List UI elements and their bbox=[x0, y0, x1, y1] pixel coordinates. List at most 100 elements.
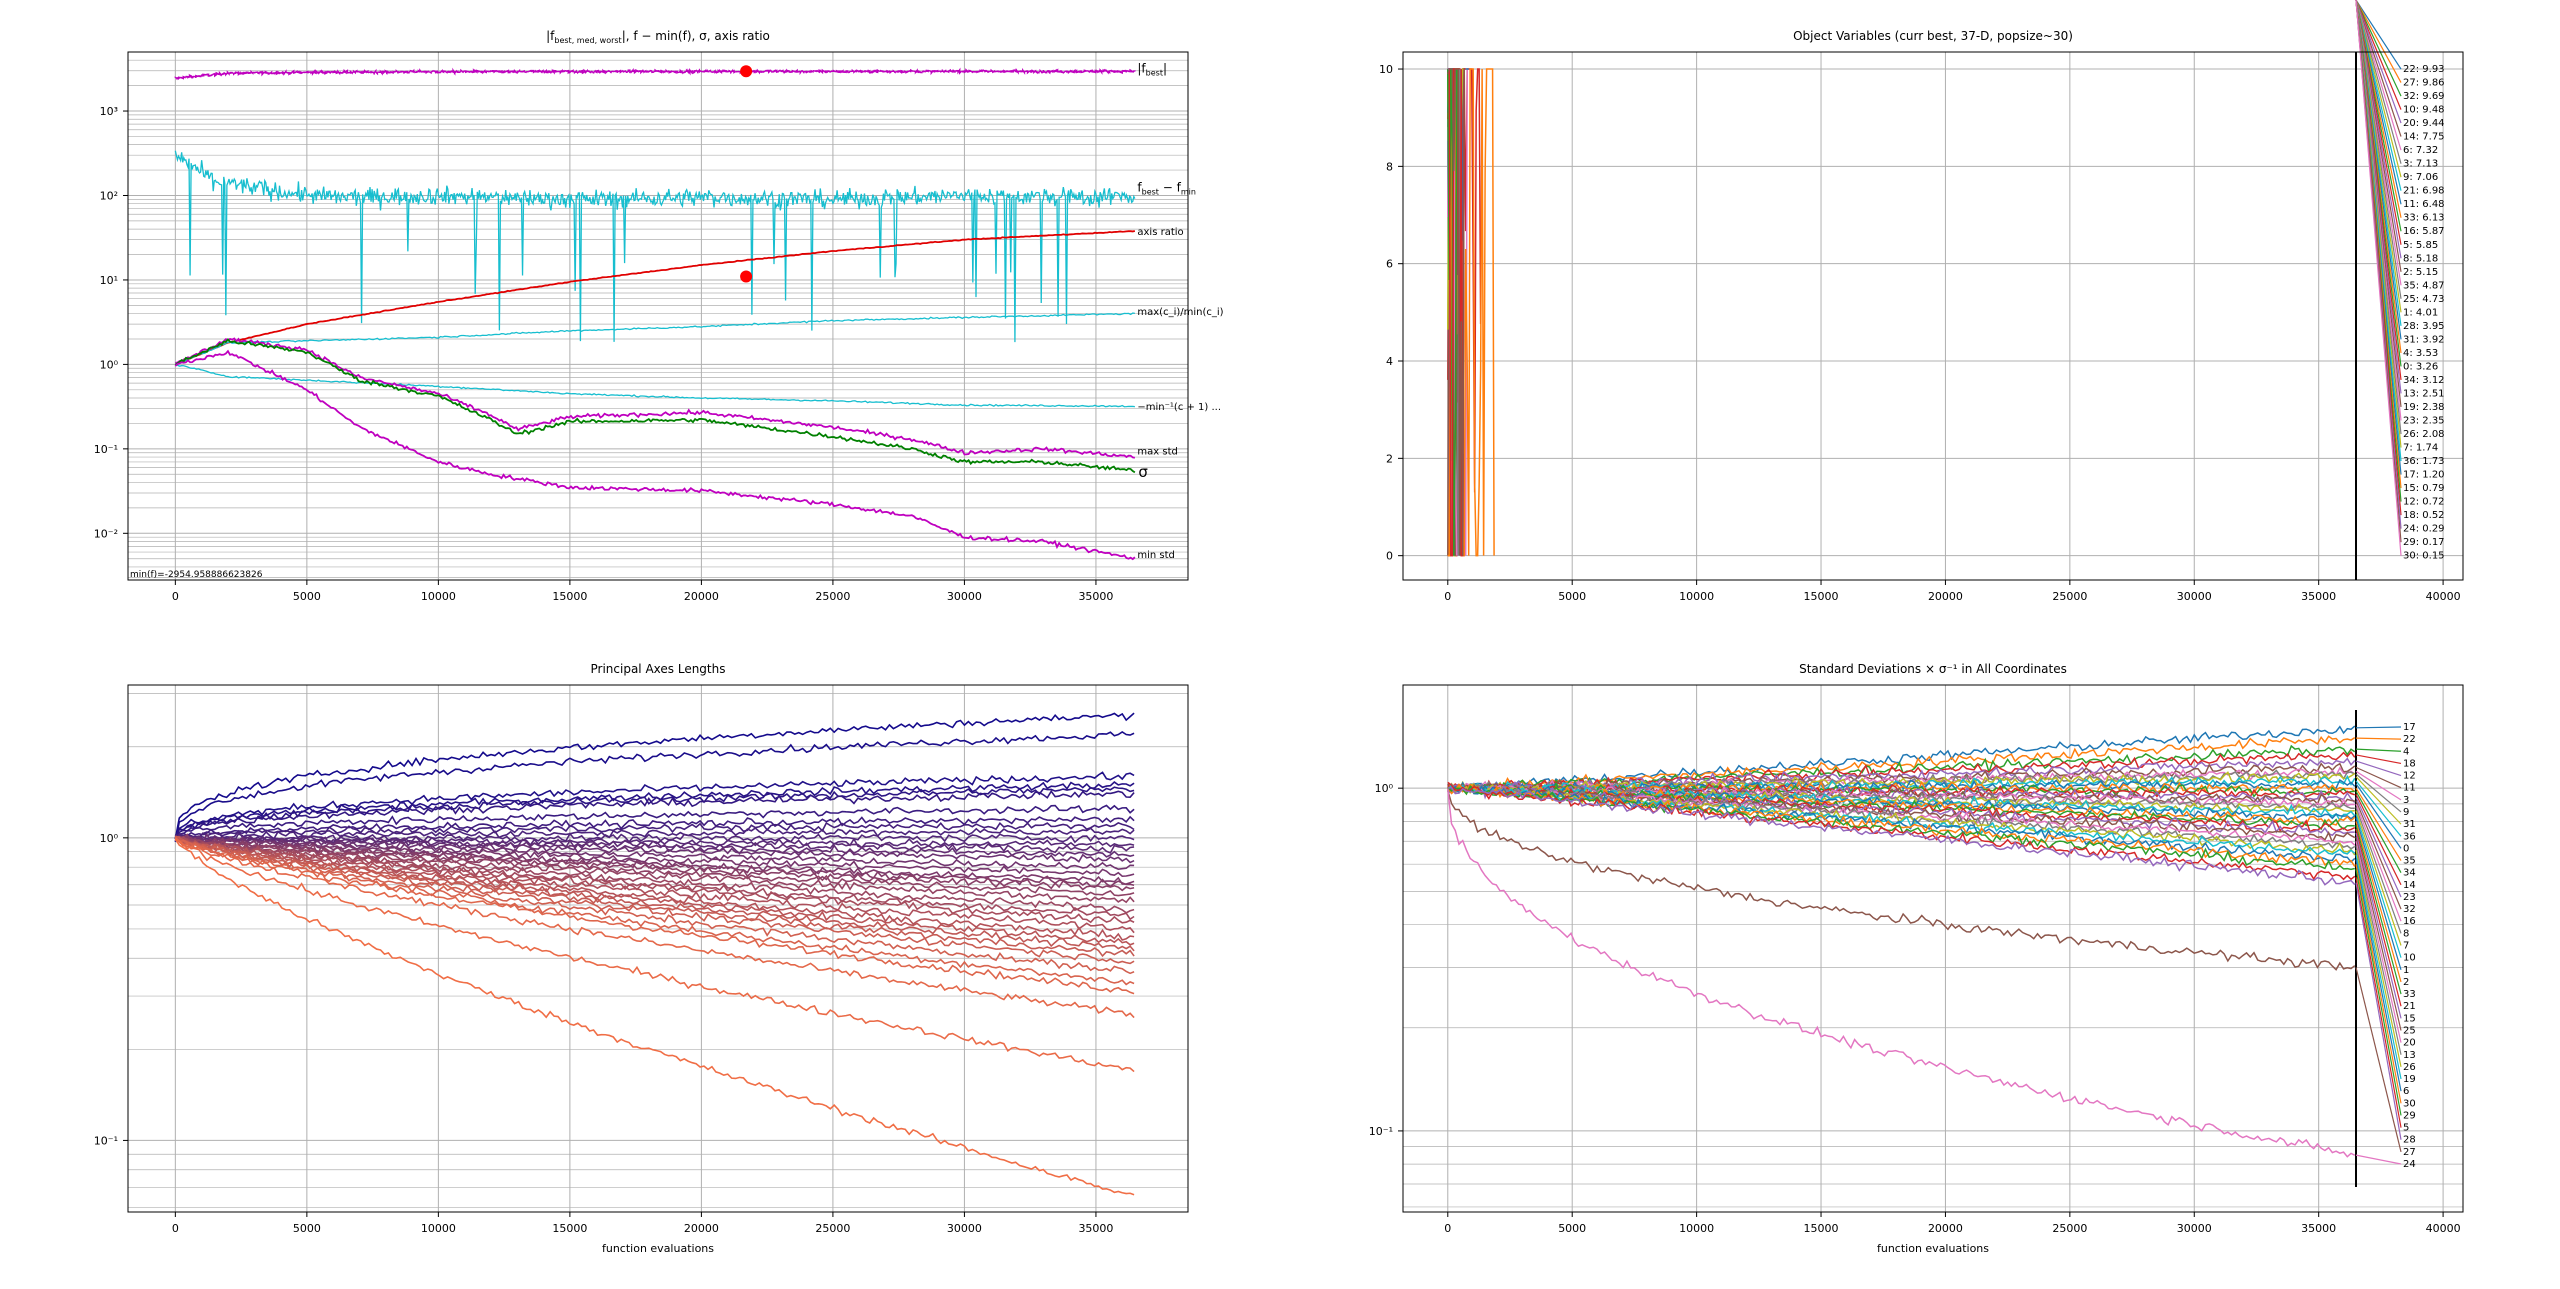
min-f-note: min(f)=-2954.958886623826 bbox=[130, 570, 263, 580]
x-tick-label: 20000 bbox=[1928, 1222, 1963, 1235]
label-connector bbox=[2355, 0, 2402, 70]
final-value-label: 19: 2.38 bbox=[2403, 402, 2445, 413]
label-connector bbox=[2355, 754, 2402, 765]
label-connector bbox=[2355, 877, 2402, 1128]
label-connector bbox=[2355, 0, 2402, 97]
x-tick-label: 5000 bbox=[1558, 590, 1586, 603]
y-tick-label: 10¹ bbox=[100, 274, 118, 287]
final-index-label: 21 bbox=[2403, 1001, 2416, 1012]
series-line-3 bbox=[1447, 750, 2356, 792]
final-index-label: 25 bbox=[2403, 1025, 2416, 1036]
lbl: |f bbox=[1137, 61, 1146, 75]
x-tick-label: 30000 bbox=[947, 590, 982, 603]
series-line-35 bbox=[1447, 68, 1465, 556]
x-tick-label: 35000 bbox=[1078, 1222, 1113, 1235]
x-tick-label: 25000 bbox=[2052, 590, 2087, 603]
label-connector bbox=[2355, 0, 2402, 124]
final-value-label: 31: 3.92 bbox=[2403, 334, 2445, 345]
x-tick-label: 30000 bbox=[947, 1222, 982, 1235]
final-index-label: 17 bbox=[2403, 722, 2416, 733]
label-connector bbox=[2355, 0, 2402, 137]
x-tick-label: 10000 bbox=[1679, 1222, 1714, 1235]
label-f-best: |fbest| bbox=[1137, 61, 1167, 77]
grid bbox=[1403, 52, 2463, 580]
series-line-36 bbox=[174, 838, 1135, 1196]
final-index-label: 35 bbox=[2403, 856, 2416, 867]
final-value-label: 15: 0.79 bbox=[2403, 483, 2445, 494]
label-connector bbox=[2355, 773, 2402, 813]
series-line-12 bbox=[175, 835, 1135, 854]
final-value-label: 8: 5.18 bbox=[2403, 253, 2438, 264]
series-group bbox=[174, 712, 1135, 1196]
final-index-label: 4 bbox=[2403, 746, 2409, 757]
final-index-label: 2 bbox=[2403, 977, 2409, 988]
final-value-label: 23: 2.35 bbox=[2403, 415, 2445, 426]
final-value-label: 34: 3.12 bbox=[2403, 375, 2445, 386]
label-connector bbox=[2355, 807, 2402, 934]
label-connector bbox=[2355, 790, 2402, 873]
series-line-30 bbox=[175, 839, 1135, 965]
final-index-label: 3 bbox=[2403, 795, 2409, 806]
label-sigma: σ bbox=[1138, 463, 1148, 481]
final-index-label: 19 bbox=[2403, 1074, 2416, 1085]
label-connector bbox=[2355, 882, 2402, 1140]
y-tick-label: 10² bbox=[100, 189, 118, 202]
final-value-label: 33: 6.13 bbox=[2403, 213, 2445, 224]
label-connector bbox=[2355, 836, 2402, 1031]
label-connector bbox=[2355, 766, 2402, 789]
final-value-label: 22: 9.93 bbox=[2403, 64, 2445, 75]
y-tick-label: 10 bbox=[1379, 63, 1393, 76]
series-group bbox=[1447, 68, 1495, 557]
final-index-label: 12 bbox=[2403, 771, 2416, 782]
final-value-label: 17: 1.20 bbox=[2403, 470, 2445, 481]
x-axis-label: function evaluations bbox=[602, 1242, 714, 1255]
y-tick-label: 2 bbox=[1386, 452, 1393, 465]
label-connector bbox=[2355, 967, 2402, 1153]
label-connector bbox=[2355, 748, 2402, 752]
final-index-label: 11 bbox=[2403, 783, 2416, 794]
final-value-label: 29: 0.17 bbox=[2403, 537, 2445, 548]
final-value-label: 2: 5.15 bbox=[2403, 267, 2438, 278]
series-line-3 bbox=[175, 312, 1135, 365]
title-sub: best, med, worst bbox=[554, 36, 621, 45]
final-index-label: 6 bbox=[2403, 1086, 2409, 1097]
final-value-label: 12: 0.72 bbox=[2403, 497, 2445, 508]
series-line-1 bbox=[174, 150, 1136, 343]
axes-frame bbox=[127, 51, 1189, 581]
series-line-f-best bbox=[174, 67, 1136, 81]
label-connector bbox=[2355, 776, 2402, 825]
label-connector bbox=[2355, 780, 2402, 837]
y-tick-label: 10⁻² bbox=[94, 527, 118, 540]
chart-title: Principal Axes Lengths bbox=[591, 662, 726, 676]
final-index-label: 7 bbox=[2403, 941, 2409, 952]
series-line-1 bbox=[1447, 735, 2356, 791]
final-value-label: 26: 2.08 bbox=[2403, 429, 2445, 440]
final-index-label: 34 bbox=[2403, 868, 2416, 879]
y-tick-label: 10⁻¹ bbox=[94, 443, 118, 456]
label-connector bbox=[2355, 797, 2402, 898]
final-value-label: 3: 7.13 bbox=[2403, 159, 2438, 170]
final-value-label: 7: 1.74 bbox=[2403, 443, 2438, 454]
x-tick-label: 15000 bbox=[552, 590, 587, 603]
x-tick-label: 5000 bbox=[293, 1222, 321, 1235]
label-connector bbox=[2355, 793, 2402, 886]
x-tick-label: 5000 bbox=[293, 590, 321, 603]
series-line-6 bbox=[174, 338, 1136, 474]
series-line-34 bbox=[174, 838, 1135, 1019]
x-tick-label: 35000 bbox=[2301, 590, 2336, 603]
label-connector bbox=[2355, 787, 2402, 861]
final-value-label: 16: 5.87 bbox=[2403, 226, 2445, 237]
final-index-label: 8 bbox=[2403, 928, 2409, 939]
series-line-4 bbox=[174, 786, 1135, 837]
label-connector bbox=[2355, 737, 2402, 740]
final-index-label: 0 bbox=[2403, 843, 2409, 854]
series-line-0 bbox=[174, 712, 1135, 840]
label-connector bbox=[2355, 726, 2402, 729]
panel-1: 0 5000 10000 15000 20000 25000 30000 35000 10⁻² 1… bbox=[94, 29, 1224, 603]
final-index-label: 31 bbox=[2403, 819, 2416, 830]
x-tick-label: 30000 bbox=[2177, 590, 2212, 603]
x-tick-label: 40000 bbox=[2426, 590, 2461, 603]
series-line-2 bbox=[175, 230, 1136, 366]
series-group bbox=[1447, 725, 2356, 1158]
